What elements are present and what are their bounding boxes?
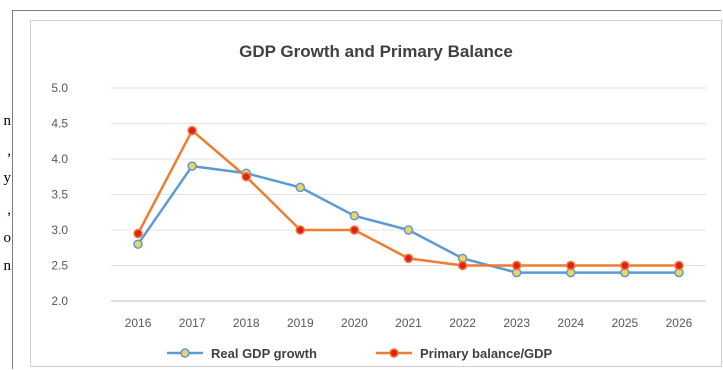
- x-tick-label: 2016: [125, 316, 152, 330]
- legend-marker: [180, 348, 190, 358]
- data-point: [403, 253, 414, 264]
- data-point: [511, 260, 522, 271]
- gridlines: [111, 87, 706, 302]
- x-tick-label: 2022: [449, 316, 476, 330]
- data-point: [133, 228, 143, 239]
- x-tick-label: 2025: [612, 316, 639, 330]
- y-tick-label: 5.0: [51, 81, 68, 95]
- page-fragment-char: ,: [7, 143, 11, 159]
- series-markers: [133, 125, 684, 278]
- x-axis-labels: 2016 2017 2018 2019 2020 2021 2022 2023 2024 2025…: [125, 316, 693, 330]
- chart-title: GDP Growth and Primary Balance: [239, 42, 513, 61]
- data-point: [349, 225, 360, 235]
- data-point: [566, 260, 576, 271]
- data-point: [133, 239, 143, 249]
- x-tick-label: 2020: [341, 316, 368, 330]
- y-tick-label: 4.5: [51, 117, 68, 131]
- page-fragment-char: ,: [7, 202, 11, 218]
- chart-area: GDP Growth and Primary Balance 5.0 4.5 4.0…: [30, 20, 722, 367]
- legend-marker: [389, 348, 399, 358]
- data-point: [620, 260, 630, 271]
- data-point: [349, 211, 360, 221]
- y-tick-label: 2.0: [51, 294, 68, 308]
- page-fragment-char: y: [3, 170, 12, 186]
- data-point: [295, 225, 306, 235]
- line-chart: GDP Growth and Primary Balance 5.0 4.5 4.0…: [51, 42, 706, 361]
- page-fragment-char: n: [3, 113, 12, 129]
- y-tick-label: 2.5: [51, 259, 68, 273]
- series-lines: [136, 129, 679, 274]
- x-tick-label: 2018: [233, 316, 260, 330]
- x-tick-label: 2017: [179, 316, 206, 330]
- data-point: [187, 125, 197, 136]
- x-tick-label: 2019: [287, 316, 314, 330]
- page-text-fragment: n , y , o n: [0, 0, 12, 370]
- x-tick-label: 2024: [557, 316, 584, 330]
- legend: Real GDP growth Primary balance/GDP: [167, 346, 553, 361]
- data-point: [403, 225, 414, 235]
- x-tick-label: 2021: [395, 316, 422, 330]
- y-tick-label: 4.0: [51, 152, 68, 166]
- data-point: [457, 260, 468, 271]
- data-point: [187, 161, 197, 171]
- series-line-1: [136, 129, 679, 267]
- y-tick-label: 3.0: [51, 223, 68, 237]
- page-fragment-char: n: [3, 258, 12, 274]
- page-fragment-char: o: [3, 230, 12, 246]
- data-point: [241, 172, 251, 182]
- legend-label: Primary balance/GDP: [420, 346, 553, 361]
- x-tick-label: 2026: [666, 316, 693, 330]
- x-tick-label: 2023: [503, 316, 530, 330]
- legend-label: Real GDP growth: [211, 346, 317, 361]
- y-tick-label: 3.5: [51, 188, 68, 202]
- data-point: [674, 260, 684, 271]
- data-point: [295, 182, 306, 193]
- y-axis-labels: 5.0 4.5 4.0 3.5 3.0 2.5 2.0: [51, 81, 68, 308]
